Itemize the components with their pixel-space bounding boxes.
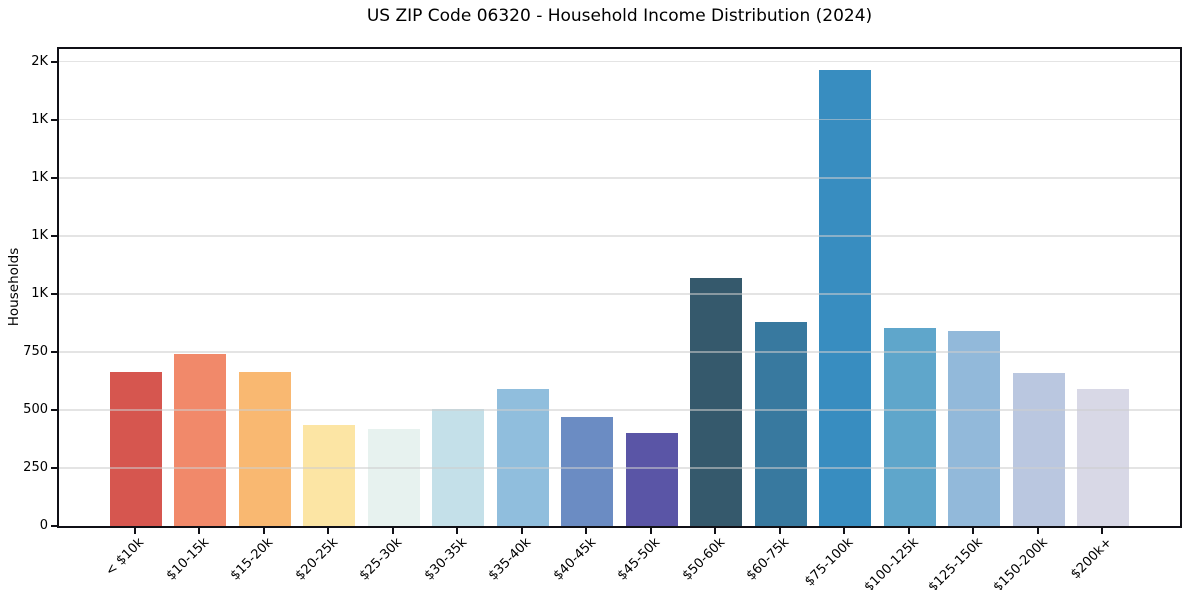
y-tick-label: 1K	[31, 227, 48, 243]
x-tick-label: < $10k	[103, 535, 148, 580]
y-tick-label: 1K	[31, 285, 48, 301]
x-tick-label: $75-100k	[802, 535, 857, 590]
plot-area	[57, 47, 1182, 528]
bars-layer	[59, 49, 1180, 526]
x-tick-label: $40-45k	[550, 535, 599, 584]
gridline-y	[59, 351, 1180, 353]
x-tick-mark	[843, 528, 846, 534]
x-tick-mark	[456, 528, 459, 534]
bar-$100-125k	[883, 327, 936, 526]
y-tick-mark	[51, 118, 58, 121]
chart-title: US ZIP Code 06320 - Household Income Dis…	[366, 6, 873, 26]
x-tick-label: $10-15k	[163, 535, 212, 584]
x-tick-mark	[327, 528, 330, 534]
x-tick-mark	[907, 528, 910, 534]
x-tick-mark	[133, 528, 136, 534]
y-tick-mark	[51, 234, 58, 237]
x-tick-label: $35-40k	[485, 535, 535, 584]
x-tick-label: $30-35k	[421, 535, 470, 584]
y-tick-mark	[51, 292, 58, 295]
y-tick-mark	[51, 176, 58, 179]
bar-$25-30k	[367, 428, 420, 526]
x-tick-mark	[262, 528, 265, 534]
y-tick-label: 1K	[31, 169, 48, 185]
x-tick-label: $200k+	[1067, 535, 1115, 583]
x-tick-label: $125-150k	[925, 535, 986, 590]
gridlines-layer	[59, 49, 1180, 526]
y-tick-label: 750	[23, 343, 48, 359]
y-tick-label: 500	[23, 401, 48, 417]
bar-$20-25k	[303, 425, 356, 526]
x-tick-label: $150-200k	[990, 535, 1051, 590]
x-tick-mark	[1101, 528, 1104, 534]
x-tick-label: $45-50k	[614, 535, 664, 584]
y-tick-mark	[51, 350, 58, 353]
x-tick-label: $25-30k	[356, 535, 406, 584]
gridline-y	[59, 293, 1180, 295]
bar-$150-200k	[1012, 372, 1065, 526]
bar-$15-20k	[238, 371, 291, 526]
x-tick-mark	[649, 528, 652, 534]
y-tick-label: 2K	[31, 53, 48, 69]
x-tick-mark	[198, 528, 201, 534]
bar-$50-60k	[690, 277, 743, 526]
y-tick-mark	[51, 408, 58, 411]
y-tick-mark	[51, 466, 58, 469]
gridline-y	[59, 235, 1180, 237]
x-tick-label: $20-25k	[292, 535, 341, 584]
bar-$10-15k	[174, 354, 227, 526]
gridline-y	[59, 61, 1180, 63]
bar-$45-50k	[625, 433, 678, 526]
x-tick-mark	[585, 528, 588, 534]
gridline-y	[59, 467, 1180, 469]
bar-$35-40k	[496, 389, 549, 526]
x-tick-mark	[391, 528, 394, 534]
x-tick-mark	[1036, 528, 1039, 534]
y-tick-label: 250	[23, 459, 48, 475]
gridline-y	[59, 119, 1180, 121]
x-tick-label: $50-60k	[679, 535, 728, 584]
x-tick-mark	[520, 528, 523, 534]
bar-$60-75k	[754, 321, 807, 526]
y-tick-label: 0	[39, 518, 48, 533]
x-tick-label: $15-20k	[227, 535, 277, 584]
y-tick-mark	[51, 525, 58, 527]
gridline-y	[59, 177, 1180, 179]
x-tick-mark	[778, 528, 781, 534]
gridline-y	[59, 409, 1180, 411]
bar-$200k+	[1077, 389, 1130, 526]
bar-< $10k	[109, 371, 162, 526]
y-tick-mark	[51, 60, 58, 63]
bar-$75-100k	[819, 69, 872, 526]
x-tick-label: $100-125k	[861, 535, 922, 590]
x-tick-label: $60-75k	[743, 535, 793, 584]
x-tick-mark	[714, 528, 717, 534]
x-tick-mark	[972, 528, 975, 534]
y-tick-label: 1K	[31, 111, 48, 127]
bar-$40-45k	[561, 416, 614, 526]
bar-$125-150k	[948, 331, 1001, 526]
